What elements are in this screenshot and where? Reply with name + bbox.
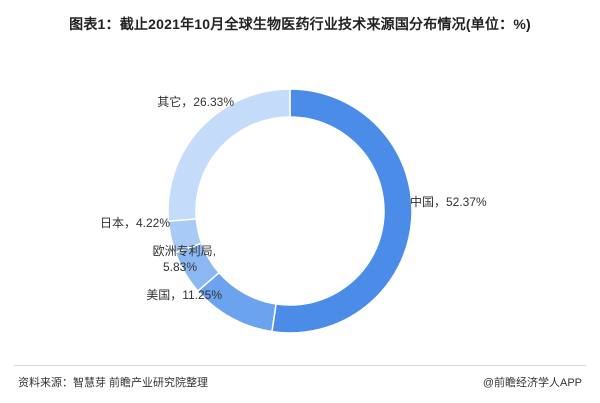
slice-1 [271, 88, 413, 334]
slice-label-2: 美国，11.25% [146, 288, 222, 302]
source-note: 资料来源：智慧芽 前瞻产业研究院整理 [18, 377, 209, 389]
label-group: 中国，52.37% 美国，11.25% 欧洲专利局, 5.83% 日本，4.22% 其它，… [100, 94, 487, 302]
slice-label-4: 日本，4.22% [100, 216, 170, 230]
slice-5 [167, 88, 291, 222]
slice-label-5: 其它，26.33% [157, 94, 234, 109]
slice-group [167, 88, 413, 334]
footer-divider [14, 365, 586, 366]
slice-label-3: 欧洲专利局, [153, 243, 216, 258]
slice-label-1: 中国，52.37% [410, 194, 487, 209]
slice-label-3-line2: 5.83% [163, 260, 197, 274]
chart-title: 图表1：截止2021年10月全球生物医药行业技术来源国分布情况(单位：%) [69, 16, 531, 32]
brand-credit: @前瞻经济学人APP [482, 377, 582, 389]
